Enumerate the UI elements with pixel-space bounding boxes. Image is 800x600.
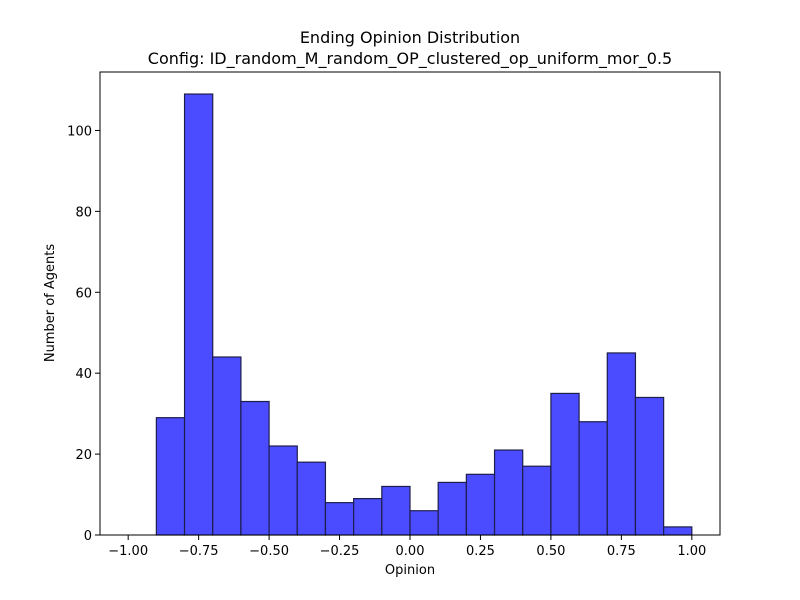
x-tick-label: 0.00 — [396, 544, 425, 559]
histogram-bar — [634, 396, 665, 536]
histogram-bar — [550, 392, 580, 536]
chart-title-line-2: Config: ID_random_M_random_OP_clustered_… — [148, 49, 672, 69]
x-tick-label: −0.75 — [179, 544, 219, 559]
y-tick-label: 20 — [75, 448, 92, 463]
histogram-bar — [268, 445, 298, 536]
histogram-bar — [409, 510, 439, 536]
histogram-bar — [663, 526, 693, 536]
histogram-bar — [324, 502, 355, 536]
x-axis-ticks: −1.00 −0.75 −0.50 −0.25 0.00 0.25 0.50 0.75 1.00 — [108, 535, 706, 559]
histogram-bars — [155, 93, 693, 536]
histogram-bar — [240, 400, 270, 536]
histogram-bar — [381, 485, 411, 536]
y-tick-label: 60 — [75, 286, 92, 301]
histogram-bar — [465, 473, 496, 536]
histogram-bar — [183, 93, 214, 536]
histogram-bar — [212, 356, 242, 536]
x-tick-label: −0.50 — [249, 544, 289, 559]
histogram-bar — [493, 449, 524, 536]
histogram-bar — [437, 481, 467, 536]
x-tick-label: 1.00 — [677, 544, 706, 559]
chart-title-line-1: Ending Opinion Distribution — [300, 28, 520, 47]
histogram-bar — [155, 417, 186, 536]
histogram-bar — [522, 465, 552, 536]
y-tick-label: 40 — [75, 367, 92, 382]
y-axis-ticks: 0 20 40 60 80 100 — [67, 124, 100, 544]
x-tick-label: 0.25 — [466, 544, 495, 559]
y-tick-label: 100 — [67, 124, 92, 139]
x-tick-label: −1.00 — [108, 544, 148, 559]
x-tick-label: −0.25 — [320, 544, 360, 559]
histogram-bar — [296, 461, 327, 536]
y-tick-label: 0 — [84, 529, 92, 544]
histogram-bar — [578, 421, 608, 536]
x-axis-label: Opinion — [385, 563, 435, 578]
y-axis-label: Number of Agents — [43, 244, 58, 362]
x-tick-label: 0.50 — [536, 544, 565, 559]
histogram-bar — [606, 352, 637, 536]
histogram-bar — [353, 497, 383, 536]
y-tick-label: 80 — [75, 205, 92, 220]
x-tick-label: 0.75 — [607, 544, 636, 559]
